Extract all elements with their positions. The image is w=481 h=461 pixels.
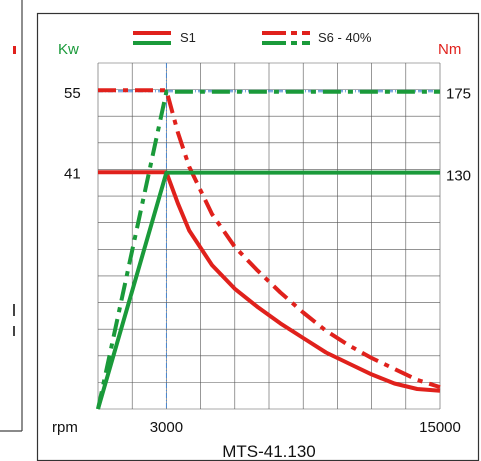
right-tick-label: 130	[446, 167, 471, 184]
neighbor-stray-mark	[13, 46, 16, 54]
series-line-power-s1	[96, 170, 440, 410]
series-line-power-s6	[96, 89, 440, 410]
series-line-torque-s1	[98, 170, 441, 393]
right-tick-label: 175	[446, 85, 471, 102]
left-tick-label: 41	[64, 166, 81, 183]
right-axis-label: Nm	[438, 41, 461, 58]
series-layer	[96, 88, 441, 410]
axis-labels: Kw Nm 41 55 130 175 rpm 3000 15000 MTS-41.130	[52, 41, 471, 461]
legend-label-s1: S1	[180, 30, 196, 45]
chart-title: MTS-41.130	[222, 442, 316, 461]
neighbor-stray-mark	[13, 304, 15, 316]
left-axis-label: Kw	[58, 41, 79, 58]
legend: S1 S6 - 40%	[133, 30, 372, 45]
x-tick-label: 3000	[150, 419, 183, 436]
x-tick-label: 15000	[419, 419, 461, 436]
neighbor-stray-mark	[13, 326, 15, 336]
series-line-torque-s6	[98, 88, 441, 390]
legend-label-s6: S6 - 40%	[318, 30, 372, 45]
neighbor-panel-edge	[0, 0, 23, 432]
left-tick-label: 55	[64, 85, 81, 102]
x-axis-label: rpm	[52, 419, 78, 436]
